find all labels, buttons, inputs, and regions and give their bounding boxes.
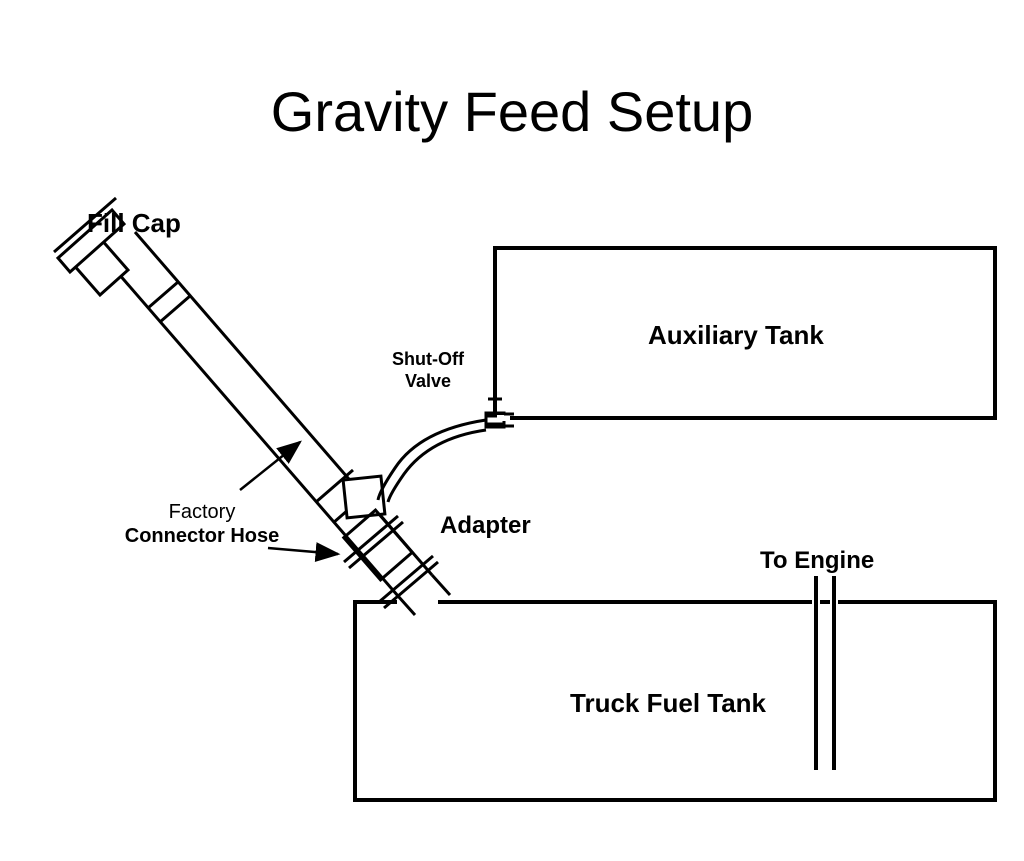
connector-hose-label-line2: Connector Hose <box>112 524 292 548</box>
adapter-label: Adapter <box>440 512 531 541</box>
diagram-svg <box>0 0 1024 861</box>
fill-cap-label: Fill Cap <box>87 208 181 239</box>
shutoff-valve-assembly <box>378 399 514 502</box>
shutoff-valve-label: Shut-Off Valve <box>392 349 464 392</box>
fill-tube <box>54 198 450 615</box>
aux-tank-label: Auxiliary Tank <box>648 320 824 351</box>
engine-lines <box>812 576 838 770</box>
shutoff-valve-label-line1: Shut-Off <box>392 349 464 371</box>
shutoff-valve-label-line2: Valve <box>392 371 464 393</box>
connector-hose-label: Factory Connector Hose <box>112 500 292 548</box>
truck-tank-label: Truck Fuel Tank <box>570 688 766 719</box>
connector-hose-label-line1: Factory <box>112 500 292 524</box>
to-engine-label: To Engine <box>760 547 874 576</box>
